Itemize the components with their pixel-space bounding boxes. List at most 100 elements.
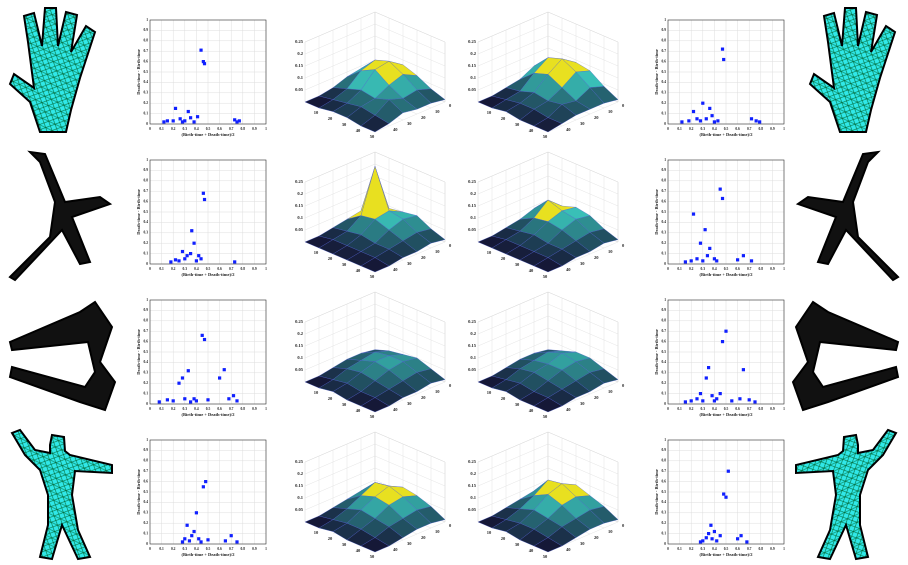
y-tick-label: 10 [608, 109, 613, 114]
y-tick-label: 0.1 [144, 251, 149, 255]
y-tick-label: 0 [664, 262, 666, 266]
point [701, 539, 704, 542]
z-tick-label: 0.2 [297, 471, 303, 476]
y-tick-label: 0.9 [144, 448, 149, 452]
point [169, 260, 172, 263]
point [206, 538, 209, 541]
y-tick-label: 0.5 [662, 70, 667, 74]
x-tick-label: 30 [515, 542, 520, 547]
y-tick-label: 40 [393, 407, 398, 412]
scatter-chart: 00.10.20.30.40.50.60.70.80.9100.10.20.30… [654, 298, 785, 417]
point [742, 254, 745, 257]
x-tick-label: 10 [487, 110, 492, 115]
y-tick-label: 1 [146, 298, 148, 302]
y-tick-label: 10 [608, 529, 613, 534]
y-tick-label: 0 [449, 243, 452, 248]
y-tick-label: 0.2 [662, 101, 667, 105]
x-tick-label: 0.8 [241, 127, 246, 131]
x-tick-label: 0.8 [759, 547, 764, 551]
y-tick-label: 0 [622, 383, 625, 388]
point [727, 470, 730, 473]
x-tick-label: 0 [667, 547, 669, 551]
point [218, 376, 221, 379]
x-tick-label: 0.5 [206, 267, 211, 271]
y-tick-label: 0.8 [662, 319, 667, 323]
point [181, 540, 184, 543]
y-tick-label: 0.4 [144, 80, 149, 84]
scatter-chart: 00.10.20.30.40.50.60.70.80.9100.10.20.30… [136, 158, 267, 277]
y-tick-label: 0.7 [662, 189, 667, 193]
point [174, 258, 177, 261]
point [238, 119, 241, 122]
x-tick-label: 0 [667, 267, 669, 271]
y-tick-label: 0.7 [144, 189, 149, 193]
point [692, 110, 695, 113]
mesh-shape [10, 302, 115, 410]
x-axis-label: (Birth-time + Death-time)/2 [181, 132, 235, 137]
point [179, 117, 182, 120]
z-tick-label: 0.25 [468, 319, 477, 324]
y-tick-label: 0.4 [144, 500, 149, 504]
x-tick-label: 40 [529, 268, 534, 273]
x-tick-label: 0.1 [159, 127, 164, 131]
point [709, 524, 712, 527]
x-tick-label: 40 [529, 408, 534, 413]
surface-chart: 0.050.10.150.20.251020304050010203040 [295, 12, 452, 139]
point [183, 257, 186, 260]
x-tick-label: 30 [342, 262, 347, 267]
y-tick-label: 0.9 [662, 168, 667, 172]
point [230, 534, 233, 537]
x-tick-label: 0.8 [241, 267, 246, 271]
point [186, 524, 189, 527]
y-tick-label: 0.3 [144, 91, 149, 95]
x-tick-label: 0.5 [724, 547, 729, 551]
x-tick-label: 0.1 [677, 547, 682, 551]
y-tick-label: 1 [146, 18, 148, 22]
x-tick-label: 0.7 [747, 547, 752, 551]
y-tick-label: 0 [146, 542, 148, 546]
point [730, 399, 733, 402]
x-tick-label: 30 [515, 402, 520, 407]
point [232, 394, 235, 397]
x-tick-label: 0.2 [689, 407, 694, 411]
point [197, 537, 200, 540]
point [736, 258, 739, 261]
y-tick-label: 0.1 [662, 391, 667, 395]
x-tick-label: 30 [342, 122, 347, 127]
x-tick-label: 20 [501, 396, 506, 401]
y-tick-label: 30 [407, 121, 412, 126]
y-tick-label: 0.8 [662, 179, 667, 183]
point [197, 254, 200, 257]
x-tick-label: 0.6 [735, 127, 740, 131]
point [742, 368, 745, 371]
point [183, 397, 186, 400]
x-tick-label: 1 [783, 267, 785, 271]
y-tick-label: 0 [449, 383, 452, 388]
point [690, 259, 693, 262]
y-tick-label: 0.4 [144, 360, 149, 364]
scatter-chart: 00.10.20.30.40.50.60.70.80.9100.10.20.30… [654, 438, 785, 557]
y-tick-label: 0.9 [662, 28, 667, 32]
y-tick-label: 40 [393, 267, 398, 272]
point [713, 530, 716, 533]
z-tick-label: 0.15 [295, 483, 304, 488]
y-tick-label: 30 [580, 541, 585, 546]
y-tick-label: 0 [146, 262, 148, 266]
x-axis-label: (Birth-time + Death-time)/2 [699, 272, 753, 277]
y-tick-label: 0.5 [662, 490, 667, 494]
x-tick-label: 0.9 [770, 407, 775, 411]
y-tick-label: 0.6 [144, 199, 149, 203]
point [233, 260, 236, 263]
x-tick-label: 0.3 [183, 267, 188, 271]
y-tick-label: 0.1 [144, 111, 149, 115]
z-tick-label: 0.05 [468, 227, 477, 232]
y-tick-label: 0 [622, 103, 625, 108]
point [195, 399, 198, 402]
x-tick-label: 50 [370, 274, 375, 279]
x-tick-label: 0.5 [206, 127, 211, 131]
x-tick-label: 10 [487, 390, 492, 395]
y-tick-label: 30 [580, 121, 585, 126]
y-tick-label: 0 [664, 402, 666, 406]
point [162, 120, 165, 123]
point [719, 188, 722, 191]
